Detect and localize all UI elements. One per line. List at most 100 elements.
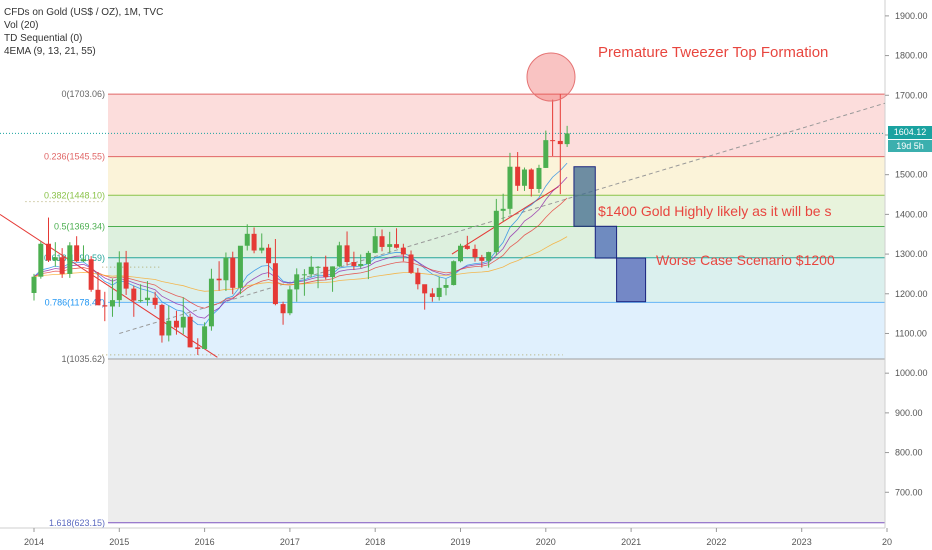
candle-body (479, 257, 485, 261)
candle (387, 231, 393, 253)
candle (301, 269, 307, 296)
candle (515, 152, 521, 191)
time-tick-label: 2022 (706, 537, 726, 547)
chart-annotation: Premature Tweezer Top Formation (598, 44, 828, 61)
candle-body (159, 304, 165, 336)
candle-body (244, 233, 250, 246)
uptrend-line (451, 186, 559, 255)
chart-legend: CFDs on Gold (US$ / OZ), 1M, TVC Vol (20… (4, 6, 163, 58)
candle (443, 279, 449, 296)
time-tick-label: 2014 (24, 537, 44, 547)
candle-body (88, 259, 94, 290)
candle-body (266, 247, 272, 264)
chart-annotation: $1400 Gold Highly likely as it will be s (598, 203, 831, 219)
candle-body (515, 166, 521, 186)
candle-body (223, 257, 229, 281)
candle-body (429, 293, 435, 297)
candle (394, 228, 400, 249)
candle-body (195, 347, 201, 349)
candle-body (123, 262, 129, 289)
candle (422, 284, 428, 310)
candle (308, 256, 314, 278)
time-tick-label: 2021 (621, 537, 641, 547)
candle (536, 164, 542, 193)
time-tick-label: 20 (882, 537, 892, 547)
candle-body (131, 288, 137, 301)
candle-body (208, 278, 214, 327)
candle (95, 271, 101, 306)
candle-body (464, 245, 470, 249)
candle-body (436, 287, 442, 297)
candle (166, 305, 172, 342)
price-tick-label: 1400.00 (895, 209, 928, 219)
candle (550, 99, 556, 157)
trendline-dashed (119, 102, 886, 334)
time-tick-label: 2023 (792, 537, 812, 547)
fib-level-label: 0.5(1369.34) (54, 222, 105, 232)
fib-band (108, 94, 885, 157)
candle (400, 243, 406, 262)
candle-body (38, 243, 44, 277)
price-tick-label: 1800.00 (895, 51, 928, 61)
fib-level-label: 0(1703.06) (61, 89, 105, 99)
candle-body (422, 284, 428, 294)
price-tick-label: 900.00 (895, 408, 923, 418)
candle (543, 130, 549, 168)
candle (230, 251, 236, 295)
candle-body (451, 261, 457, 286)
candle-body (344, 245, 350, 263)
candle-body (74, 245, 80, 262)
fib-band (108, 302, 885, 360)
candle-body (301, 274, 307, 276)
candle-body (472, 248, 478, 258)
candle (80, 245, 86, 263)
fib-band (108, 359, 885, 523)
candle (294, 268, 300, 302)
price-tick-label: 800.00 (895, 448, 923, 458)
candle-body (308, 266, 314, 275)
candle (458, 243, 463, 263)
countdown-tag: 19d 5h (888, 140, 932, 153)
candle (74, 236, 80, 263)
time-tick-label: 2016 (195, 537, 215, 547)
chart-annotation: Worse Case Scenario $1200 (656, 252, 835, 268)
candle-body (372, 236, 378, 253)
candle-body (408, 254, 414, 273)
candle (251, 227, 257, 254)
candle (131, 285, 137, 317)
candle (436, 276, 442, 301)
ema-line (33, 176, 568, 319)
candle (208, 268, 214, 331)
candle-body (67, 245, 73, 274)
price-tick-label: 1500.00 (895, 170, 928, 180)
td-sequential-label: TD Sequential (0) (4, 33, 83, 44)
candle-body (272, 263, 278, 305)
candle-body (138, 300, 144, 302)
candle (500, 193, 506, 222)
candle (123, 250, 129, 295)
candle-body (59, 257, 65, 274)
ema-indicator-label: 4EMA (9, 13, 21, 55) (4, 46, 96, 57)
candle-body (280, 304, 286, 314)
volume-indicator-label: Vol (20) (4, 20, 39, 31)
candle-body (543, 140, 549, 168)
price-tick-label: 1200.00 (895, 289, 928, 299)
candle (330, 266, 336, 292)
fib-level-label: 1.618(623.15) (49, 518, 105, 528)
price-tick-label: 1700.00 (895, 90, 928, 100)
fib-level-label: 0.382(1448.10) (44, 190, 105, 200)
candle-body (493, 210, 499, 253)
candle (344, 231, 350, 266)
candle (244, 224, 250, 251)
candle (180, 297, 186, 335)
fib-level-label: 0.236(1545.55) (44, 152, 105, 162)
tweezer-top-circle (526, 52, 576, 102)
candle (187, 313, 193, 348)
candle-body (536, 167, 542, 189)
candle (59, 248, 65, 278)
candle-body (557, 140, 563, 145)
candle (464, 235, 470, 250)
candle (408, 250, 414, 274)
